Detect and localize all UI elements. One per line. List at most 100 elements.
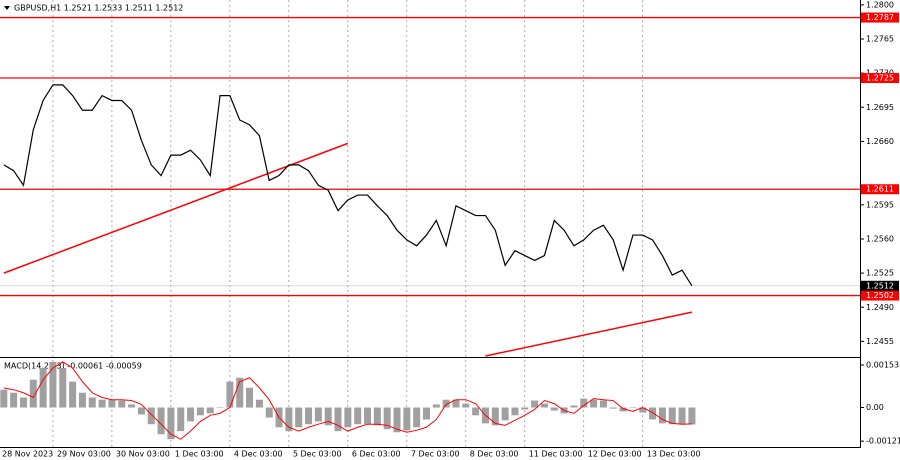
macd-bar — [413, 407, 421, 428]
macd-bar — [167, 407, 175, 440]
macd-bar — [314, 407, 322, 422]
macd-bar — [88, 397, 96, 408]
macd-bar — [531, 400, 539, 408]
macd-bar — [452, 399, 460, 408]
macd-bar — [0, 389, 8, 408]
x-tick-label: 7 Dec 03:00 — [411, 450, 460, 459]
x-tick-label: 13 Dec 03:00 — [647, 450, 701, 459]
level-label-box — [861, 73, 899, 84]
macd-bar — [255, 399, 263, 408]
macd-bar — [590, 399, 598, 408]
macd-bar — [658, 407, 666, 424]
level-label: 1.2787 — [866, 13, 894, 22]
macd-bar — [324, 407, 332, 426]
x-tick-label: 11 Dec 03:00 — [529, 450, 583, 459]
macd-bar — [206, 407, 214, 414]
macd-bar — [580, 398, 588, 408]
macd-bar — [10, 392, 18, 408]
macd-bar — [540, 403, 548, 408]
x-tick-label: 12 Dec 03:00 — [588, 450, 642, 459]
y-tick-label: 1.2525 — [866, 269, 894, 278]
x-tick-label: 30 Nov 03:00 — [116, 450, 170, 459]
macd-bar — [305, 407, 313, 425]
x-tick-label: 6 Dec 03:00 — [352, 450, 401, 459]
macd-bar — [649, 407, 657, 420]
macd-bar — [246, 387, 254, 408]
macd-bar — [599, 400, 607, 408]
chart-title: GBPUSD,H1 1.2521 1.2533 1.2511 1.2512 — [14, 4, 183, 13]
macd-bar — [295, 407, 303, 428]
macd-bar — [108, 399, 116, 408]
macd-bar — [491, 407, 499, 426]
level-label: 1.2611 — [866, 185, 894, 194]
macd-bar — [609, 407, 617, 409]
y-tick-label: -0.00121 — [866, 437, 900, 446]
macd-bar — [334, 407, 342, 432]
macd-bar — [668, 407, 676, 425]
macd-bar — [639, 407, 647, 413]
macd-bar — [432, 404, 440, 408]
macd-bar — [49, 361, 57, 408]
macd-bar — [511, 407, 519, 416]
macd-bar — [98, 399, 106, 408]
macd-bar — [147, 407, 155, 425]
macd-bar — [177, 407, 185, 432]
macd-bar — [19, 397, 27, 408]
macd-bar — [137, 407, 145, 415]
level-label: 1.2725 — [866, 74, 894, 83]
macd-bar — [550, 407, 558, 411]
x-tick-label: 28 Nov 2023 — [2, 450, 53, 459]
macd-bar — [29, 379, 37, 408]
macd-bar — [688, 407, 696, 425]
y-tick-label: 1.2490 — [866, 303, 894, 312]
macd-bar — [442, 399, 450, 408]
y-tick-label: 1.2695 — [866, 103, 894, 112]
macd-bar — [78, 392, 86, 408]
macd-bar — [354, 407, 362, 425]
signal-line — [3, 361, 692, 440]
macd-bar — [373, 407, 381, 426]
macd-bar — [285, 407, 293, 432]
macd-bar — [678, 407, 686, 425]
y-tick-label: 1.2800 — [866, 0, 894, 9]
trend-line — [485, 311, 693, 357]
macd-bar — [59, 368, 67, 408]
macd-bar — [128, 404, 136, 408]
y-tick-label: 1.2595 — [866, 200, 894, 209]
macd-bar — [501, 407, 509, 421]
macd-bar — [344, 407, 352, 428]
macd-bar — [187, 407, 195, 422]
macd-bar — [118, 400, 126, 408]
macd-bar — [462, 403, 470, 408]
macd-bar — [216, 407, 224, 409]
menu-arrow — [4, 6, 10, 10]
macd-bar — [570, 405, 578, 408]
level-label-box — [861, 290, 899, 301]
macd-bar — [619, 407, 627, 412]
y-tick-label: 0.00 — [866, 403, 884, 412]
macd-title: MACD(14,22,3) -0.00061 -0.00059 — [4, 362, 142, 371]
y-tick-label: 1.2660 — [866, 137, 894, 146]
macd-bar — [422, 407, 430, 420]
macd-bar — [265, 407, 273, 418]
price-line — [3, 84, 693, 287]
macd-bar — [364, 407, 372, 425]
macd-bar — [472, 407, 480, 416]
level-label-box — [861, 12, 899, 23]
x-tick-label: 5 Dec 03:00 — [293, 450, 342, 459]
level-label: 1.2502 — [866, 291, 894, 300]
last-price-label: 1.2512 — [866, 281, 894, 290]
macd-bar — [39, 368, 47, 408]
last-price-box — [861, 280, 899, 291]
macd-bar — [69, 381, 77, 408]
macd-bar — [226, 381, 234, 408]
macd-bar — [521, 407, 529, 410]
y-tick-label: 1.2455 — [866, 337, 894, 346]
macd-bar — [383, 407, 391, 430]
y-tick-label: 1.2765 — [866, 35, 894, 44]
x-tick-label: 29 Nov 03:00 — [57, 450, 111, 459]
y-tick-label: 0.00153 — [866, 360, 899, 369]
macd-bar — [629, 407, 637, 409]
macd-bar — [403, 407, 411, 431]
